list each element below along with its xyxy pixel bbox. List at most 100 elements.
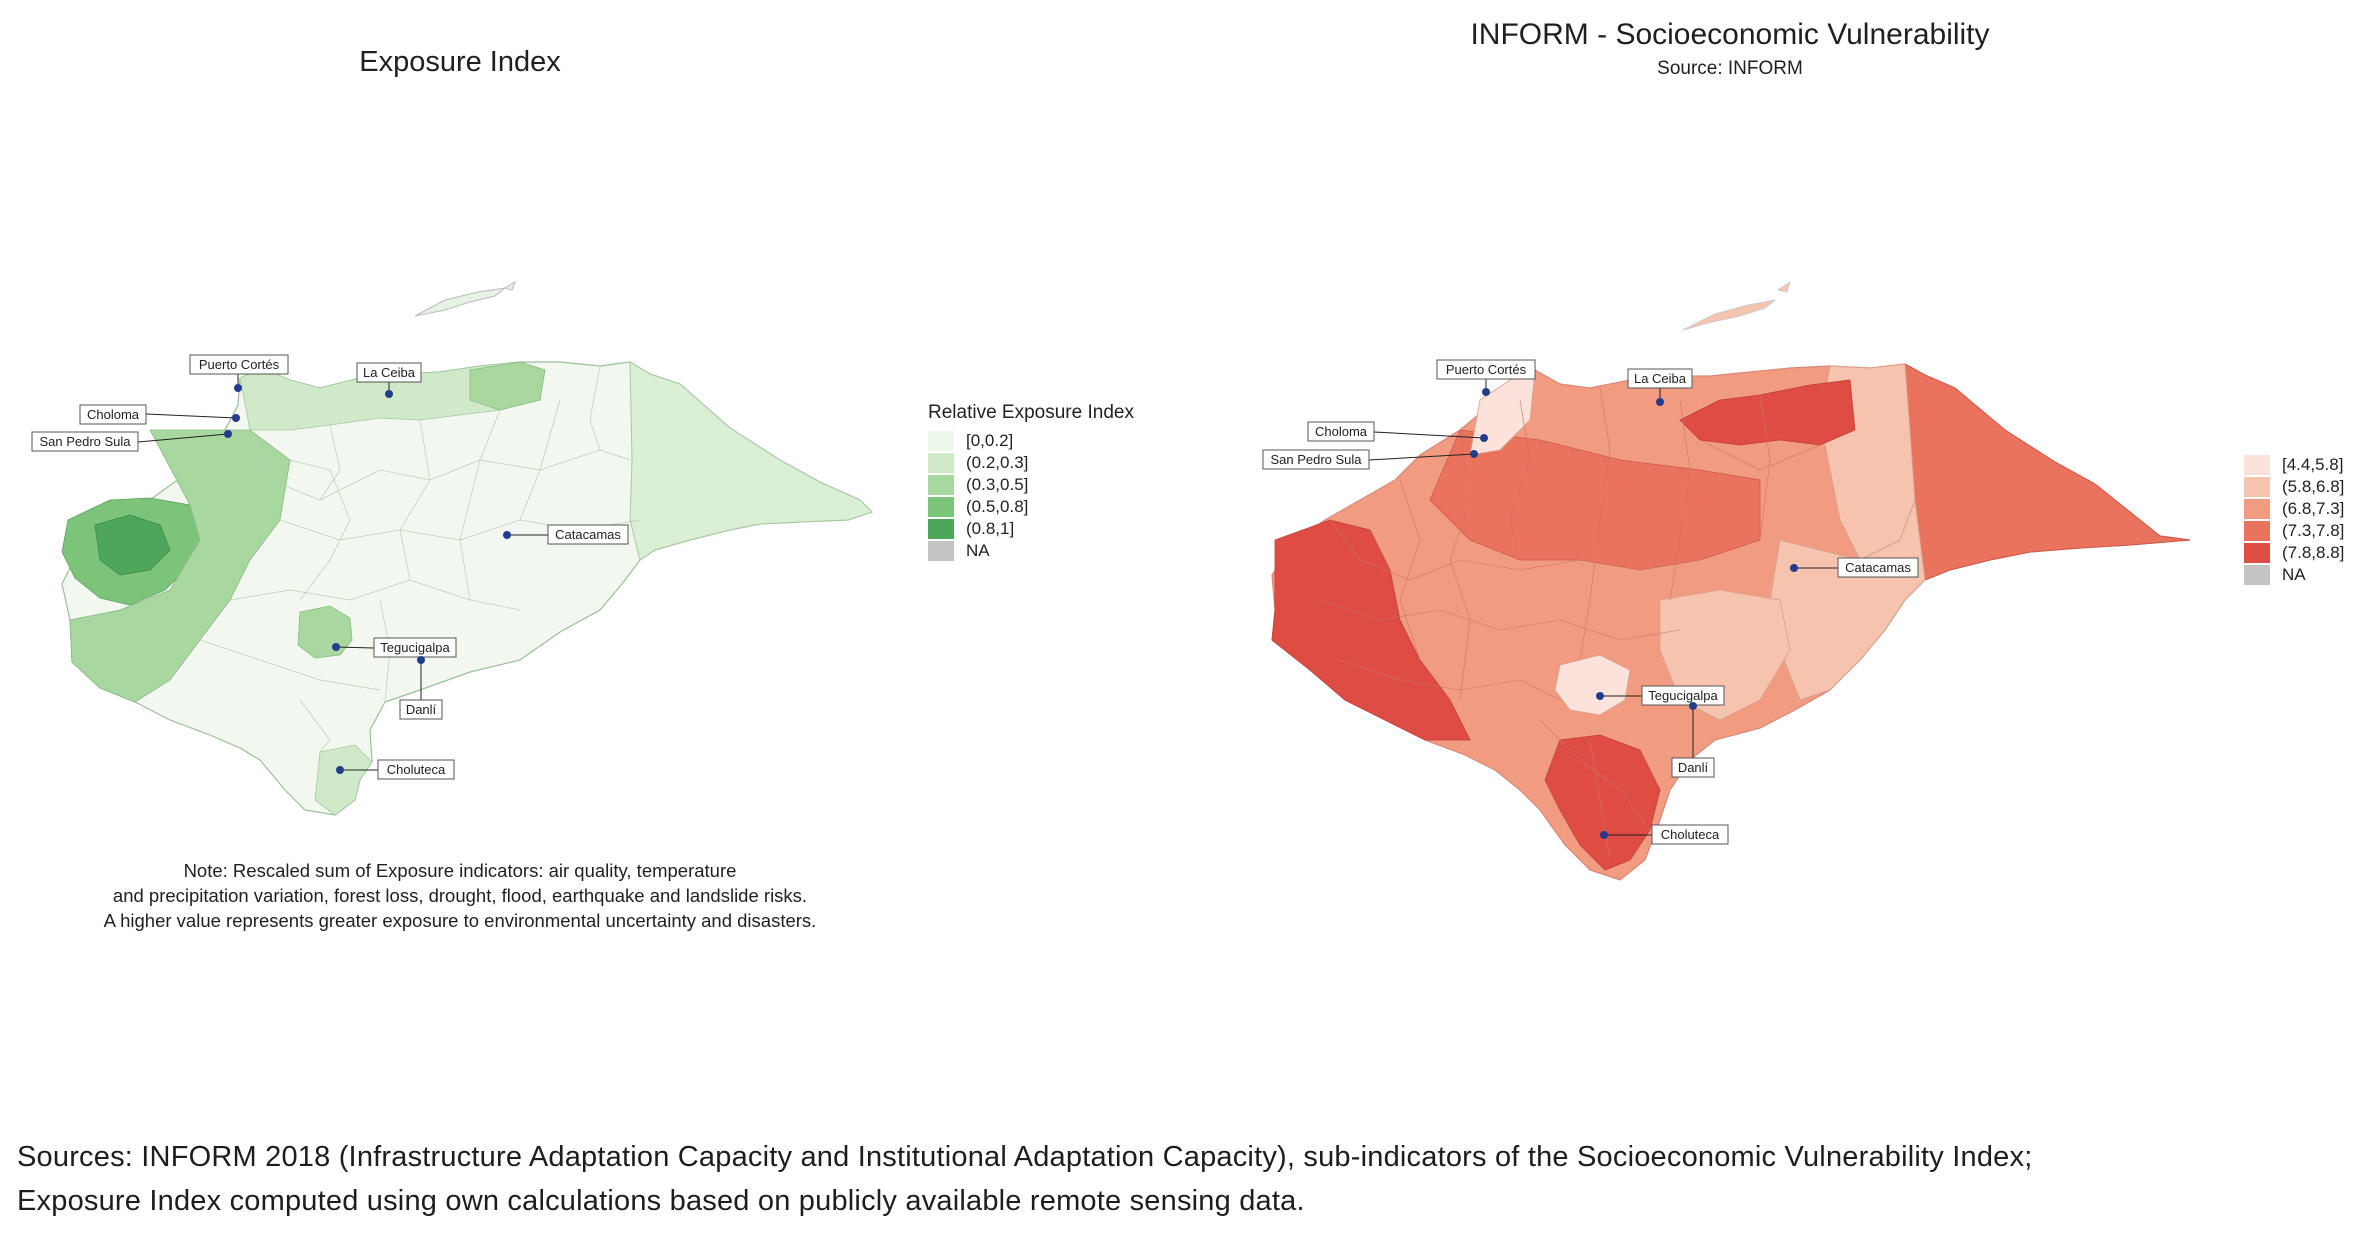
legend-swatch xyxy=(928,518,954,540)
exposure-legend: Relative Exposure Index [0,0.2] (0.2,0.3… xyxy=(928,402,1134,562)
legend-label: NA xyxy=(2282,565,2306,584)
choluteca-label-left: Choluteca xyxy=(387,762,446,777)
legend-label: (7.8,8.8] xyxy=(2282,543,2345,562)
choloma-point-right xyxy=(1480,434,1488,442)
legend-label: (6.8,7.3] xyxy=(2282,499,2345,518)
catacamas-label-left: Catacamas xyxy=(555,527,621,542)
san-pedro-sula-point-right xyxy=(1470,450,1478,458)
legend-item: (0.3,0.5] xyxy=(928,474,1134,496)
puerto-cortes-label-left: Puerto Cortés xyxy=(199,357,280,372)
puerto-cortes-point-left xyxy=(234,384,242,392)
legend-swatch xyxy=(2244,542,2270,564)
north-coast-high-right xyxy=(1679,379,1856,446)
danli-label-right: Danlí xyxy=(1678,760,1709,775)
la-ceiba-label-left: La Ceiba xyxy=(363,365,416,380)
west-medium-band-left xyxy=(69,429,291,703)
tegucigalpa-label-right: Tegucigalpa xyxy=(1648,688,1718,703)
choloma-label-right: Choloma xyxy=(1315,424,1368,439)
legend-swatch xyxy=(2244,476,2270,498)
ceiba-zone-left xyxy=(469,361,546,411)
catacamas-label-right: Catacamas xyxy=(1845,560,1911,575)
west-high-right xyxy=(1271,519,1471,741)
bay-islands-right xyxy=(1682,280,1791,331)
legend-swatch xyxy=(2244,564,2270,586)
legend-swatch xyxy=(2244,454,2270,476)
danli-point-left xyxy=(417,656,425,664)
legend-label: [0,0.2] xyxy=(966,431,1014,450)
catacamas-point-left xyxy=(503,531,511,539)
city-markers-left: Puerto Cortés La Ceiba Choloma San Pedro… xyxy=(31,354,629,780)
legend-item: (7.3,7.8] xyxy=(2244,520,2344,542)
choluteca-label-right: Choluteca xyxy=(1661,827,1720,842)
darkest-west-core-left xyxy=(94,514,171,576)
exposure-legend-title: Relative Exposure Index xyxy=(928,402,1134,423)
vulnerability-map: Puerto Cortés La Ceiba Choloma San Pedro… xyxy=(1262,280,2191,881)
legend-item: NA xyxy=(2244,564,2344,586)
san-pedro-sula-point-left xyxy=(224,430,232,438)
south-high-right xyxy=(1544,734,1661,871)
danli-label-left: Danlí xyxy=(406,702,437,717)
mosquitia-region-left xyxy=(629,361,873,561)
choluteca-south-left xyxy=(314,744,373,816)
choloma-label-left: Choloma xyxy=(87,407,140,422)
san-pedro-sula-label-right: San Pedro Sula xyxy=(1270,452,1362,467)
sources-caption: Sources: INFORM 2018 (Infrastructure Ada… xyxy=(17,1135,2032,1223)
puerto-cortes-label-right: Puerto Cortés xyxy=(1446,362,1527,377)
vulnerability-legend: [4.4,5.8] (5.8,6.8] (6.8,7.3] (7.3,7.8] … xyxy=(2244,454,2344,586)
legend-item: (5.8,6.8] xyxy=(2244,476,2344,498)
choloma-point-left xyxy=(232,414,240,422)
legend-item: (0.2,0.3] xyxy=(928,452,1134,474)
legend-label: (0.2,0.3] xyxy=(966,453,1029,472)
legend-swatch xyxy=(928,496,954,518)
legend-item: [4.4,5.8] xyxy=(2244,454,2344,476)
legend-swatch xyxy=(928,474,954,496)
legend-item: (6.8,7.3] xyxy=(2244,498,2344,520)
legend-item: (7.8,8.8] xyxy=(2244,542,2344,564)
puerto-cortes-point-right xyxy=(1482,388,1490,396)
legend-label: (0.5,0.8] xyxy=(966,497,1029,516)
legend-label: (7.3,7.8] xyxy=(2282,521,2345,540)
legend-swatch xyxy=(928,452,954,474)
legend-item: (0.8,1] xyxy=(928,518,1134,540)
legend-label: [4.4,5.8] xyxy=(2282,455,2344,474)
note-line: and precipitation variation, forest loss… xyxy=(112,885,808,906)
vulnerability-map-subtitle: Source: INFORM xyxy=(1657,58,1803,79)
vulnerability-map-title: INFORM - Socioeconomic Vulnerability xyxy=(1470,18,1990,51)
legend-swatch xyxy=(928,540,954,562)
tegucigalpa-district-right xyxy=(1554,654,1631,716)
legend-swatch xyxy=(928,430,954,452)
legend-swatch xyxy=(2244,520,2270,542)
exposure-map-title: Exposure Index xyxy=(359,46,561,78)
choluteca-point-left xyxy=(336,766,344,774)
legend-label: (5.8,6.8] xyxy=(2282,477,2345,496)
la-ceiba-label-right: La Ceiba xyxy=(1634,371,1687,386)
legend-item: [0,0.2] xyxy=(928,430,1134,452)
bay-islands-left xyxy=(414,280,516,317)
cortes-low-right xyxy=(1469,369,1536,456)
legend-label: NA xyxy=(966,541,990,560)
mosquitia-east-right xyxy=(1904,363,2191,581)
choluteca-point-right xyxy=(1600,831,1608,839)
legend-label: (0.8,1] xyxy=(966,519,1015,538)
municipal-boundaries-right xyxy=(1319,387,1821,861)
catacamas-point-right xyxy=(1790,564,1798,572)
city-markers-right: Puerto Cortés La Ceiba Choloma San Pedro… xyxy=(1262,359,1919,845)
sources-line: Sources: INFORM 2018 (Infrastructure Ada… xyxy=(17,1141,2033,1173)
legend-swatch xyxy=(2244,498,2270,520)
legend-label: (0.3,0.5] xyxy=(966,475,1029,494)
san-pedro-sula-label-left: San Pedro Sula xyxy=(39,434,131,449)
legend-item: (0.5,0.8] xyxy=(928,496,1134,518)
la-ceiba-point-left xyxy=(385,390,393,398)
sources-line: Exposure Index computed using own calcul… xyxy=(17,1185,1305,1217)
exposure-map: Puerto Cortés La Ceiba Choloma San Pedro… xyxy=(31,280,874,816)
legend-item: NA xyxy=(928,540,1134,562)
danli-point-right xyxy=(1689,702,1697,710)
la-ceiba-point-right xyxy=(1656,398,1664,406)
note-line: Note: Rescaled sum of Exposure indicator… xyxy=(183,860,737,881)
tegucigalpa-point-left xyxy=(332,643,340,651)
tegucigalpa-label-left: Tegucigalpa xyxy=(380,640,450,655)
exposure-note: Note: Rescaled sum of Exposure indicator… xyxy=(60,858,860,933)
note-line: A higher value represents greater exposu… xyxy=(103,910,817,931)
tegucigalpa-point-right xyxy=(1596,692,1604,700)
